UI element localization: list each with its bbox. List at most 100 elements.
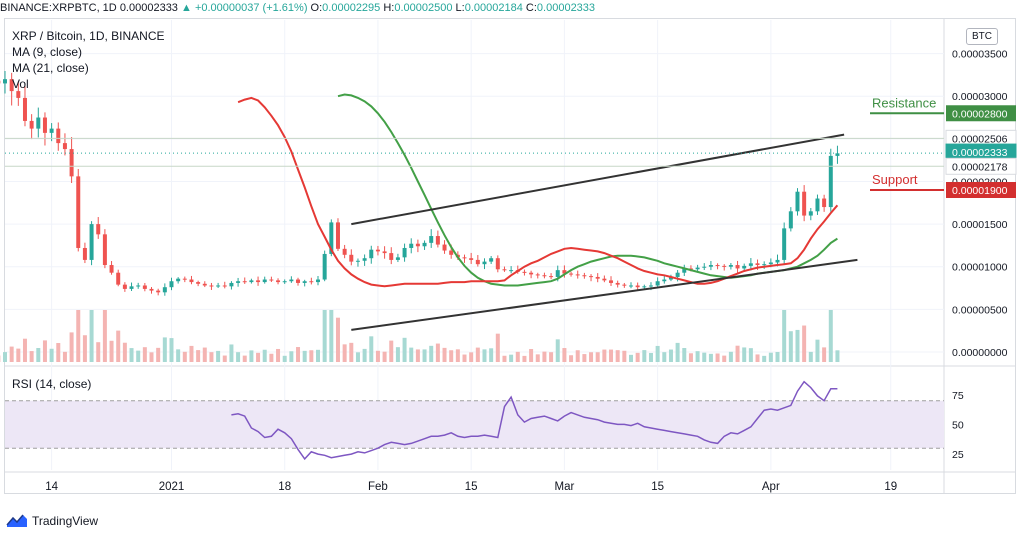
candle-body [782,228,787,260]
candle-body [102,234,107,266]
candle-body [189,279,194,283]
volume-bar [176,349,181,362]
candle-body [735,265,740,269]
candle-body [362,258,367,261]
price-change: ▲ +0.00000037 (+1.61%) [181,2,308,14]
volume-bar [302,350,307,362]
volume-bar [189,345,194,362]
time-tick-label: Mar [554,481,574,493]
candle-body [462,257,467,259]
candle-body [662,279,667,282]
volume-bar [209,352,214,362]
volume-bar [648,352,653,362]
candle-body [562,270,567,274]
volume-bar [748,348,753,362]
candle-body [395,257,400,260]
volume-bar [782,310,787,362]
volume-bar [668,349,673,362]
candle-body [129,286,134,289]
volume-bar [49,348,54,362]
volume-bar [342,344,347,362]
candle-body [296,279,301,283]
candle-body [355,260,360,262]
volume-bar [249,350,254,362]
candle-body [695,267,700,270]
volume-bar [296,347,301,362]
candle-body [435,236,440,245]
volume-bar [615,350,620,362]
volume-bar [562,348,567,362]
candle-body [602,278,607,281]
volume-bar [602,349,607,362]
candle-body [389,253,394,260]
price-badge-text: 0.00002178 [952,161,1008,173]
volume-bar [96,342,101,362]
volume-bar [482,349,487,362]
legend-ma21[interactable]: MA (21, close) [12,61,89,75]
volume-bar [369,336,374,362]
volume-bar [216,350,221,362]
volume-bar [722,355,727,362]
candle-body [29,120,34,129]
candle-body [269,279,274,281]
volume-bar [682,348,687,362]
candle-body [489,258,494,262]
channel-trendline [351,258,858,331]
volume-bar [289,351,294,362]
chart-frame[interactable] [4,18,1016,494]
legend-volume[interactable]: Vol [12,77,29,91]
volume-bar [828,310,833,362]
candle-body [149,288,154,291]
candle-body [475,259,480,265]
volume-bar [29,351,34,362]
volume-bar [522,355,527,362]
volume-bar [89,310,94,362]
volume-bar [455,349,460,362]
volume-bar [595,352,600,362]
candle-body [42,117,47,133]
candle-body [349,254,354,262]
candle-body [409,243,414,248]
volume-bar [728,351,733,362]
volume-bar [629,354,633,362]
volume-bar [582,354,587,362]
candle-body [142,285,147,289]
time-tick-label: 2021 [159,481,185,493]
volume-bar [635,352,640,362]
volume-bar [402,337,407,362]
volume-bar [162,337,167,362]
candle-body [422,242,427,247]
tradingview-footer[interactable]: TradingView [6,511,98,531]
candle-body [415,243,420,247]
volume-bar [242,355,247,362]
candle-body [176,278,181,282]
candle-body [136,285,141,287]
candle-body [682,268,687,273]
volume-bar [122,342,127,362]
candle-body [748,263,753,266]
candle-body [648,285,653,287]
volume-bar [642,350,647,362]
candle-body [495,258,500,270]
volume-bar [715,353,720,362]
candle-body [668,276,673,280]
symbol-header-bar: BINANCE:XRPBTC, 1D 0.00002333 ▲ +0.00000… [0,0,1024,16]
rsi-legend[interactable]: RSI (14, close) [12,377,92,391]
volume-bar [708,353,713,362]
volume-bar [449,350,454,362]
last-price: 0.00002333 [119,2,178,14]
candle-body [549,276,554,278]
candle-body [522,271,527,273]
candle-body [69,149,74,177]
price-badge [945,157,1017,175]
volume-bar [202,347,207,362]
legend-ma9[interactable]: MA (9, close) [12,45,83,59]
candle-body [609,280,614,283]
volume-bar [16,348,21,362]
volume-bar [76,310,81,362]
currency-badge[interactable]: BTC [966,28,998,45]
candle-body [242,281,247,283]
volume-bar [9,346,14,362]
candle-body [768,262,773,265]
